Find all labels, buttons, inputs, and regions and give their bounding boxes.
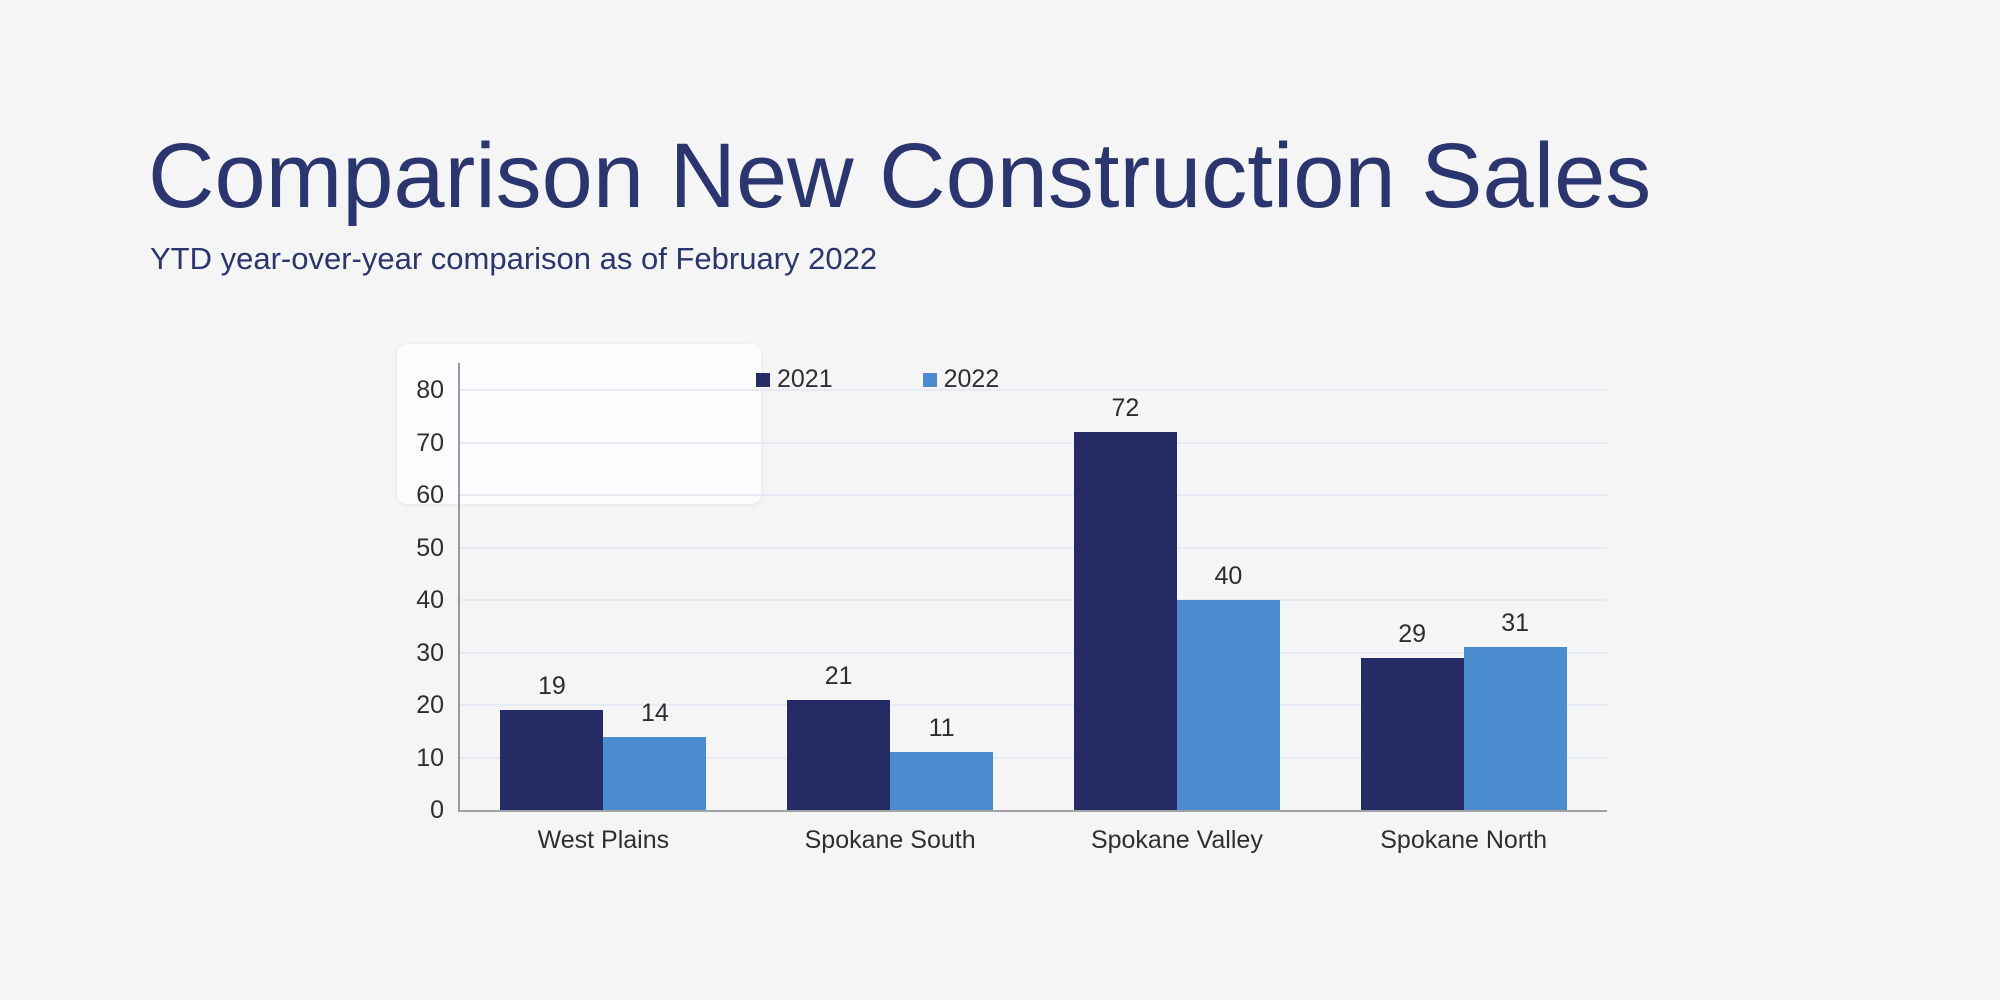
- legend-item-2022: 2022: [922, 365, 1000, 394]
- gridline: [460, 704, 1607, 706]
- gridline: [460, 441, 1607, 444]
- bar-2021-west-plains: [500, 710, 604, 810]
- gridline: [460, 651, 1607, 654]
- y-axis-tick-label: 30: [416, 638, 444, 667]
- bar-value-label-2022-west-plains: 14: [640, 698, 669, 727]
- x-axis-category-label: Spokane North: [1380, 826, 1548, 854]
- y-axis-tick-label: 10: [416, 743, 444, 772]
- page-subtitle: YTD year-over-year comparison as of Febr…: [150, 241, 878, 276]
- bar-2022-spokane-north: [1463, 647, 1567, 810]
- legend-label: 2022: [943, 365, 1000, 393]
- gridline: [460, 389, 1607, 391]
- legend-label: 2021: [777, 365, 833, 393]
- chart-legend: 2021 2022: [756, 365, 999, 394]
- bar-value-label-2022-spokane-north: 31: [1501, 609, 1530, 638]
- bar-value-label-2022-spokane-valley: 40: [1214, 562, 1243, 590]
- gridline: [460, 756, 1607, 759]
- y-axis-tick-label: 0: [430, 796, 444, 824]
- gridline: [460, 494, 1607, 496]
- bar-2022-spokane-valley: [1176, 600, 1280, 810]
- y-axis-tick-label: 80: [416, 376, 444, 404]
- y-axis-tick-label: 50: [416, 533, 444, 562]
- bar-value-label-2021-spokane-valley: 72: [1111, 394, 1140, 422]
- x-axis-category-label: Spokane South: [804, 826, 976, 854]
- page-title: Comparison New Construction Sales: [148, 125, 1652, 227]
- bar-value-label-2021-spokane-south: 21: [824, 661, 853, 690]
- legend-item-2021: 2021: [756, 365, 833, 394]
- bar-2022-spokane-south: [890, 752, 994, 810]
- y-axis-tick-label: 20: [416, 691, 444, 719]
- y-axis-tick-label: 40: [416, 586, 444, 614]
- bar-value-label-2022-spokane-south: 11: [928, 714, 955, 743]
- bar-value-label-2021-spokane-north: 29: [1398, 619, 1427, 648]
- bar-2021-spokane-south: [787, 699, 891, 810]
- legend-swatch-icon: [756, 372, 770, 387]
- gridline: [460, 599, 1607, 601]
- bar-2021-spokane-north: [1360, 657, 1464, 810]
- x-axis-category-label: West Plains: [537, 826, 670, 854]
- y-axis-tick-label: 70: [416, 428, 444, 457]
- bar-value-label-2021-west-plains: 19: [537, 672, 566, 701]
- legend-swatch-icon: [922, 372, 937, 387]
- bar-2021-spokane-valley: [1073, 432, 1177, 810]
- background-panel: [397, 344, 761, 504]
- x-axis-category-label: Spokane Valley: [1090, 826, 1263, 854]
- plot-area: 2021 2022 0 10 20 30 40 50 60 70 80 19 14 West Plain…: [416, 363, 1607, 854]
- bar-2022-west-plains: [603, 736, 707, 810]
- gridline: [460, 546, 1607, 549]
- y-axis-tick-label: 60: [416, 481, 444, 509]
